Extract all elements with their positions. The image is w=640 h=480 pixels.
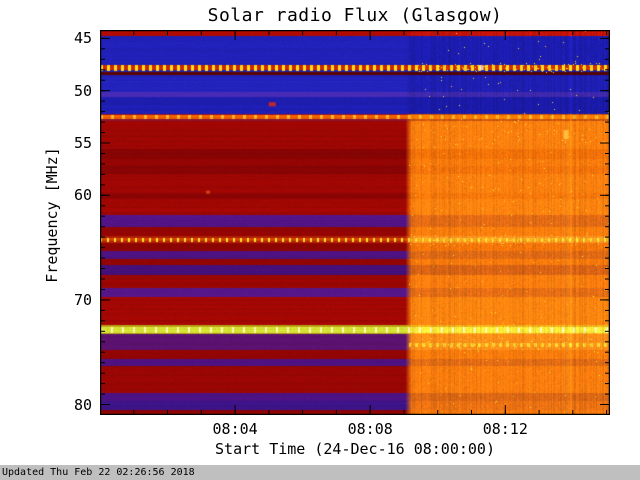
y-tick-label: 50: [74, 82, 92, 100]
spectrogram-page: Solar radio Flux (Glasgow) Frequency [MH…: [0, 0, 640, 480]
x-tick-label: 08:12: [483, 420, 528, 438]
x-tick-label: 08:08: [348, 420, 393, 438]
footer-bar: Updated Thu Feb 22 02:26:56 2018: [0, 465, 640, 480]
x-tick-labels: 08:04 08:08 08:12: [100, 420, 610, 438]
plot-title: Solar radio Flux (Glasgow): [100, 5, 610, 26]
updated-timestamp: Updated Thu Feb 22 02:26:56 2018: [2, 467, 195, 478]
x-tick-label: 08:04: [213, 420, 258, 438]
y-tick-labels: 45 50 55 60 70 80: [0, 30, 96, 415]
y-tick-label: 80: [74, 396, 92, 414]
x-axis-title: Start Time (24-Dec-16 08:00:00): [100, 440, 610, 458]
y-tick-label: 70: [74, 291, 92, 309]
spectrogram-canvas: [100, 30, 610, 415]
y-tick-label: 45: [74, 29, 92, 47]
y-tick-label: 55: [74, 134, 92, 152]
y-tick-label: 60: [74, 186, 92, 204]
